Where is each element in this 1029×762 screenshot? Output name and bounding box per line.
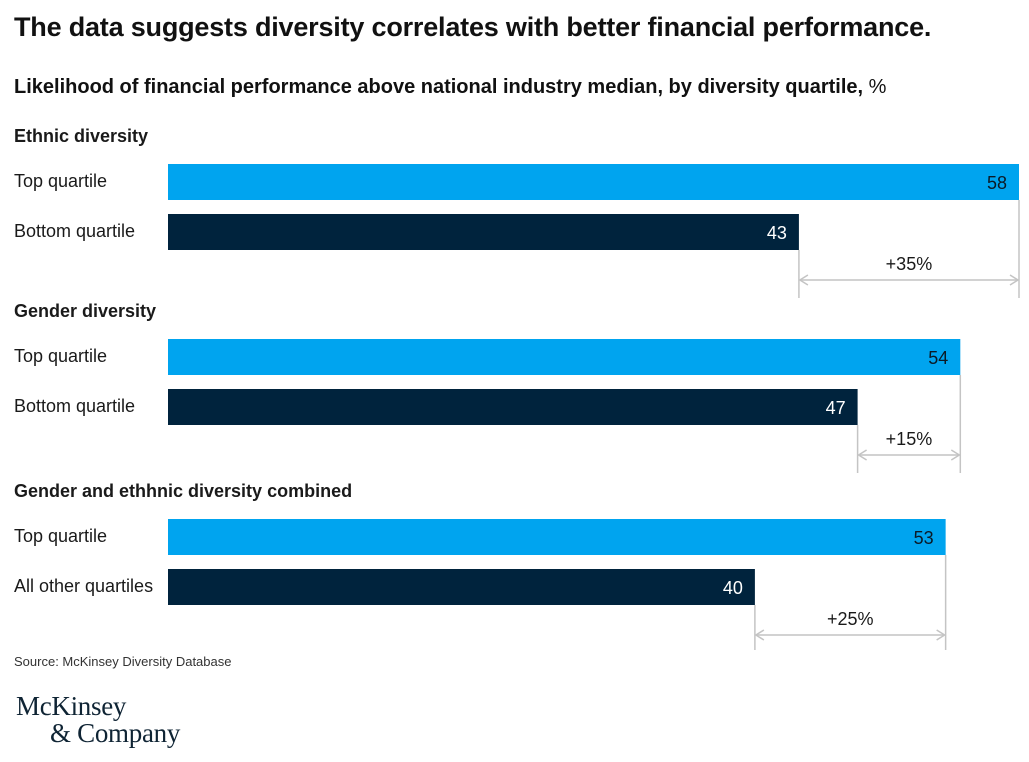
- bar-value-label: 53: [914, 528, 934, 548]
- bar-value-label: 54: [928, 348, 948, 368]
- bar-chart: Ethnic diversity Top quartile 58 Bottom qua…: [14, 126, 1020, 650]
- bar: [168, 214, 799, 250]
- difference-label: +15%: [886, 429, 933, 449]
- bracket-arrow-left: [857, 449, 868, 461]
- bar: [168, 569, 755, 605]
- bar-value-label: 43: [767, 223, 787, 243]
- bar-category-label: Top quartile: [14, 526, 107, 546]
- group-heading: Gender and ethhnic diversity combined: [14, 481, 352, 501]
- logo-line-1: McKinsey: [16, 691, 127, 721]
- bar-category-label: Top quartile: [14, 346, 107, 366]
- difference-label: +25%: [827, 609, 874, 629]
- bar-category-label: Bottom quartile: [14, 221, 135, 241]
- group-heading: Gender diversity: [14, 301, 156, 321]
- bracket-arrow-left: [798, 274, 809, 286]
- chart-subtitle: Likelihood of financial performance abov…: [14, 76, 886, 99]
- bar: [168, 164, 1019, 200]
- difference-label: +35%: [886, 254, 933, 274]
- logo-line-2: & Company: [50, 718, 181, 748]
- bar-category-label: Top quartile: [14, 171, 107, 191]
- bracket-arrow-right: [1009, 274, 1020, 286]
- subtitle-text: Likelihood of financial performance abov…: [14, 76, 864, 98]
- bracket-arrow-right: [936, 629, 947, 641]
- bar: [168, 339, 961, 375]
- bar-value-label: 47: [826, 398, 846, 418]
- subtitle-unit: %: [868, 76, 887, 98]
- bar-category-label: Bottom quartile: [14, 396, 135, 416]
- mckinsey-logo: McKinsey & Company: [16, 693, 180, 747]
- bar-category-label: All other quartiles: [14, 576, 153, 596]
- source-note: Source: McKinsey Diversity Database: [14, 654, 232, 669]
- bar-value-label: 40: [723, 578, 743, 598]
- bar: [168, 519, 946, 555]
- group-heading: Ethnic diversity: [14, 126, 148, 146]
- bar-value-label: 58: [987, 173, 1007, 193]
- bracket-arrow-left: [754, 629, 765, 641]
- chart-title: The data suggests diversity correlates w…: [14, 12, 932, 42]
- bracket-arrow-right: [950, 449, 961, 461]
- bar: [168, 389, 858, 425]
